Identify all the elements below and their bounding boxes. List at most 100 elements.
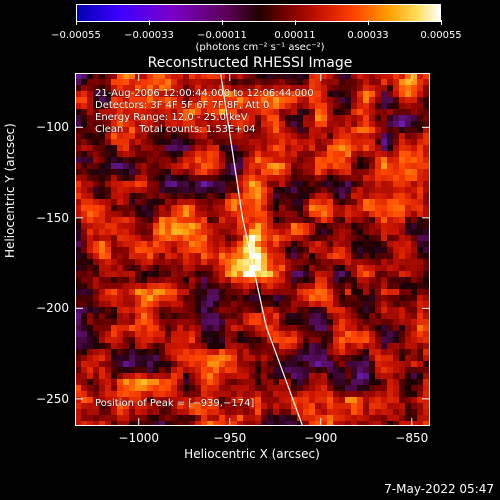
heatmap-cell — [333, 199, 339, 205]
heatmap-cell — [387, 259, 393, 265]
heatmap-cell — [297, 373, 303, 379]
heatmap-cell — [315, 241, 321, 247]
heatmap-cell — [135, 343, 141, 349]
heatmap-cell — [207, 259, 213, 265]
heatmap-cell — [231, 385, 237, 391]
heatmap-cell — [399, 289, 405, 295]
heatmap-cell — [393, 157, 399, 163]
heatmap-cell — [141, 163, 147, 169]
heatmap-cell — [213, 223, 219, 229]
heatmap-cell — [375, 331, 381, 337]
heatmap-cell — [135, 325, 141, 331]
heatmap-cell — [279, 205, 285, 211]
heatmap-cell — [93, 313, 99, 319]
heatmap-cell — [267, 361, 273, 367]
heatmap-cell — [405, 397, 411, 403]
heatmap-cell — [147, 175, 153, 181]
heatmap-cell — [231, 331, 237, 337]
heatmap-cell — [237, 121, 243, 127]
heatmap-cell — [261, 211, 267, 217]
heatmap-cell — [363, 241, 369, 247]
heatmap-cell — [123, 223, 129, 229]
heatmap-cell — [303, 97, 309, 103]
heatmap-cell — [195, 247, 201, 253]
heatmap-cell — [165, 289, 171, 295]
heatmap-cell — [267, 223, 273, 229]
heatmap-cell — [375, 277, 381, 283]
heatmap-cell — [207, 253, 213, 259]
heatmap-cell — [147, 337, 153, 343]
heatmap-cell — [219, 205, 225, 211]
heatmap-cell — [369, 211, 375, 217]
heatmap-cell — [165, 235, 171, 241]
heatmap-cell — [261, 241, 267, 247]
heatmap-cell — [141, 325, 147, 331]
heatmap-cell — [387, 229, 393, 235]
heatmap-cell — [423, 283, 429, 289]
heatmap-cell — [375, 133, 381, 139]
heatmap-cell — [399, 235, 405, 241]
heatmap-cell — [243, 121, 249, 127]
heatmap-cell — [279, 373, 285, 379]
heatmap-cell — [297, 73, 303, 79]
heatmap-cell — [147, 115, 153, 121]
heatmap-cell — [405, 97, 411, 103]
heatmap-cell — [111, 223, 117, 229]
heatmap-cell — [279, 121, 285, 127]
heatmap-cell — [159, 79, 165, 85]
heatmap-cell — [369, 265, 375, 271]
heatmap-cell — [411, 223, 417, 229]
heatmap-cell — [231, 109, 237, 115]
heatmap-cell — [303, 253, 309, 259]
heatmap-cell — [255, 391, 261, 397]
heatmap-cell — [195, 361, 201, 367]
heatmap-cell — [357, 391, 363, 397]
heatmap-cell — [207, 349, 213, 355]
heatmap-cell — [411, 355, 417, 361]
heatmap-cell — [351, 103, 357, 109]
heatmap-cell — [387, 73, 393, 79]
heatmap-cell — [273, 163, 279, 169]
heatmap-cell — [417, 79, 423, 85]
heatmap-cell — [141, 169, 147, 175]
heatmap-cell — [345, 145, 351, 151]
heatmap-cell — [279, 109, 285, 115]
heatmap-cell — [249, 331, 255, 337]
heatmap-cell — [153, 421, 159, 426]
heatmap-cell — [297, 121, 303, 127]
heatmap-cell — [279, 103, 285, 109]
heatmap-cell — [99, 121, 105, 127]
heatmap-cell — [291, 109, 297, 115]
heatmap-cell — [267, 289, 273, 295]
heatmap-cell — [363, 223, 369, 229]
heatmap-cell — [93, 235, 99, 241]
heatmap-cell — [75, 277, 81, 283]
heatmap-cell — [129, 199, 135, 205]
heatmap-cell — [345, 301, 351, 307]
heatmap-cell — [153, 91, 159, 97]
heatmap-cell — [87, 259, 93, 265]
heatmap-cell — [141, 217, 147, 223]
heatmap-cell — [333, 355, 339, 361]
heatmap-cell — [87, 127, 93, 133]
heatmap-cell — [231, 253, 237, 259]
heatmap-cell — [327, 241, 333, 247]
heatmap-cell — [279, 151, 285, 157]
heatmap-cell — [177, 121, 183, 127]
heatmap-cell — [129, 229, 135, 235]
heatmap-cell — [111, 283, 117, 289]
heatmap-cell — [303, 205, 309, 211]
heatmap-cell — [225, 409, 231, 415]
heatmap-cell — [261, 325, 267, 331]
heatmap-cell — [303, 325, 309, 331]
heatmap-cell — [405, 73, 411, 79]
heatmap-cell — [201, 175, 207, 181]
heatmap-cell — [303, 187, 309, 193]
heatmap-cell — [195, 241, 201, 247]
heatmap-cell — [195, 121, 201, 127]
heatmap-cell — [405, 127, 411, 133]
heatmap-cell — [237, 145, 243, 151]
heatmap-cell — [363, 235, 369, 241]
heatmap-cell — [321, 85, 327, 91]
heatmap-cell — [189, 259, 195, 265]
